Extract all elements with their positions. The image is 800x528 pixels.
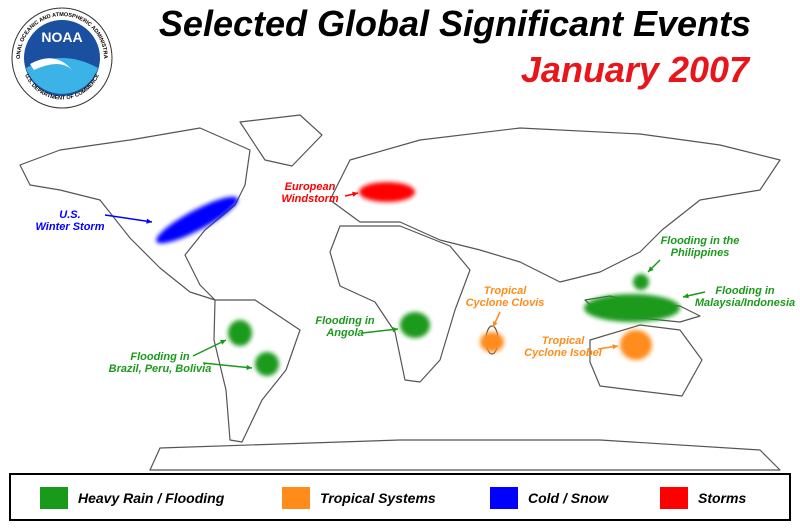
event-label: Flooding in the [661, 235, 740, 247]
legend-swatch [282, 487, 310, 509]
subtitle: January 2007 [521, 49, 751, 90]
legend: Heavy Rain / Flooding Tropical Systems Col… [40, 487, 746, 509]
eurasia [329, 127, 781, 283]
event-arrowhead [683, 293, 689, 299]
event-area [620, 330, 652, 360]
legend-swatch [660, 487, 688, 509]
event-label: Philippines [671, 247, 730, 259]
event-area [156, 196, 238, 244]
event-label: European [285, 181, 336, 193]
africa [329, 225, 471, 383]
event-arrowhead [648, 266, 654, 272]
event-arrowhead [146, 218, 152, 224]
antarctica [149, 439, 781, 471]
event-label: Cyclone Isobel [524, 347, 603, 359]
legend-label: Cold / Snow [528, 490, 609, 506]
event-area [228, 320, 252, 346]
event-area [359, 182, 415, 202]
logo-name: NOAA [41, 29, 82, 45]
event-area [400, 312, 430, 338]
logo: NOAA NATIONAL OCEANIC AND ATMOSPHERIC AD… [0, 0, 113, 109]
logo-wave [26, 58, 98, 94]
event-label: Windstorm [281, 193, 339, 205]
event-label: U.S. [59, 209, 80, 221]
event-label: Brazil, Peru, Bolivia [109, 363, 212, 375]
legend-label: Tropical Systems [320, 490, 436, 506]
event-arrowhead [392, 327, 398, 333]
event-label: Cyclone Clovis [466, 297, 545, 309]
event-label: Winter Storm [36, 221, 105, 233]
event-label: Tropical [484, 285, 528, 297]
greenland [239, 114, 323, 167]
event-label: Flooding in [315, 315, 375, 327]
event-area [255, 352, 279, 376]
event-area [480, 332, 504, 352]
legend-swatch [490, 487, 518, 509]
world-map [19, 114, 781, 471]
north-america [19, 127, 251, 301]
event-label: Flooding in [130, 351, 190, 363]
event-arrowhead [352, 191, 358, 197]
legend-label: Heavy Rain / Flooding [78, 490, 225, 506]
event-arrowhead [612, 344, 618, 350]
event-arrow [192, 339, 227, 357]
event: U.S.Winter Storm [36, 196, 238, 244]
event-label: Malaysia/Indonesia [695, 297, 795, 309]
event-arrowhead [492, 321, 498, 327]
south-america [213, 299, 301, 443]
event-arrow [104, 214, 153, 223]
event-arrow [202, 362, 253, 369]
legend-swatch [40, 487, 68, 509]
title: Selected Global Significant Events [159, 3, 751, 44]
event-label: Angola [325, 327, 363, 339]
event-label: Tropical [542, 335, 586, 347]
event-arrowhead [220, 340, 226, 345]
legend-label: Storms [698, 490, 746, 506]
logo-bird [30, 58, 72, 70]
australia [589, 324, 703, 397]
event-arrowhead [246, 364, 252, 371]
event-label: Flooding in [715, 285, 775, 297]
event-area [584, 294, 680, 322]
event-arrow [361, 328, 399, 334]
event-area [633, 274, 649, 290]
